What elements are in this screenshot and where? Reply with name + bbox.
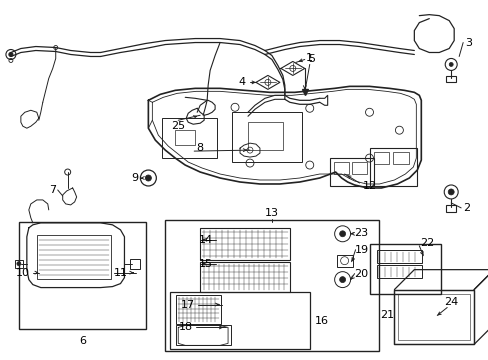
Text: 16: 16 xyxy=(314,316,328,327)
Bar xyxy=(200,228,289,260)
Bar xyxy=(162,118,217,158)
Text: 24: 24 xyxy=(443,297,457,306)
Text: 8: 8 xyxy=(196,143,203,153)
Bar xyxy=(373,152,388,164)
Bar xyxy=(19,222,146,329)
Text: 18: 18 xyxy=(179,323,193,332)
Text: 10: 10 xyxy=(16,267,30,278)
Bar xyxy=(446,205,455,212)
Text: 5: 5 xyxy=(307,54,315,64)
Text: 19: 19 xyxy=(354,245,368,255)
Bar xyxy=(176,294,221,324)
Bar xyxy=(200,262,289,292)
Bar xyxy=(175,130,195,145)
Bar xyxy=(130,259,140,269)
Text: 14: 14 xyxy=(199,235,213,245)
Text: 22: 22 xyxy=(419,238,433,248)
Bar xyxy=(247,122,282,150)
Circle shape xyxy=(443,185,457,199)
Circle shape xyxy=(447,189,453,195)
Text: 21: 21 xyxy=(380,310,394,320)
Text: 3: 3 xyxy=(465,37,472,48)
Bar xyxy=(369,148,416,186)
Circle shape xyxy=(145,175,151,181)
Bar xyxy=(377,250,422,263)
Text: 11: 11 xyxy=(113,267,127,278)
Bar xyxy=(377,265,422,278)
Bar xyxy=(446,76,455,82)
Circle shape xyxy=(9,53,13,57)
Bar xyxy=(329,158,374,186)
Bar xyxy=(170,292,309,349)
Text: 4: 4 xyxy=(238,77,245,87)
Text: 17: 17 xyxy=(181,300,195,310)
Text: 2: 2 xyxy=(463,203,470,213)
Text: 9: 9 xyxy=(131,173,138,183)
Text: 23: 23 xyxy=(354,228,368,238)
Bar xyxy=(176,325,230,345)
Text: 20: 20 xyxy=(354,269,368,279)
Circle shape xyxy=(444,58,456,71)
Text: 12: 12 xyxy=(362,181,376,191)
Bar xyxy=(336,255,352,267)
Bar xyxy=(15,260,23,268)
Text: 25: 25 xyxy=(171,121,185,131)
Circle shape xyxy=(339,276,345,283)
Bar xyxy=(333,162,348,174)
Circle shape xyxy=(339,231,345,237)
Text: 1: 1 xyxy=(305,54,313,63)
Bar xyxy=(369,244,440,293)
Text: 7: 7 xyxy=(49,185,56,195)
Text: 15: 15 xyxy=(199,259,213,269)
Bar xyxy=(165,220,379,351)
Circle shape xyxy=(17,262,21,266)
Bar xyxy=(351,162,366,174)
Text: 13: 13 xyxy=(264,208,278,218)
Bar xyxy=(37,235,110,279)
Bar xyxy=(393,152,408,164)
Text: 6: 6 xyxy=(79,336,86,346)
Bar xyxy=(232,112,301,162)
Circle shape xyxy=(448,62,452,67)
